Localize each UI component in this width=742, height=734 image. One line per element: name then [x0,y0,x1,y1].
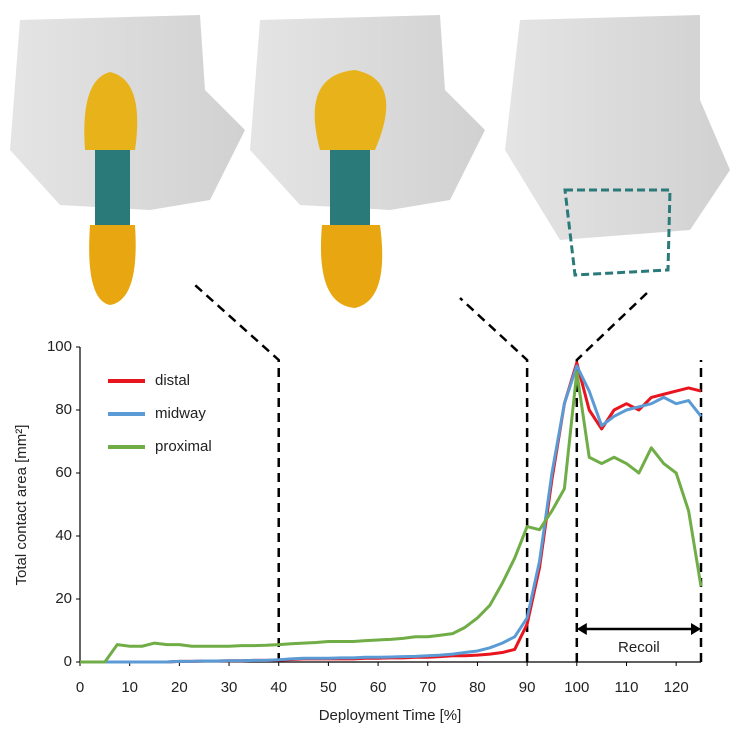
x-tick-label: 50 [320,679,337,696]
x-tick-label: 40 [270,679,287,696]
series-line [80,364,703,664]
y-tick-label: 0 [64,653,72,670]
x-tick-label: 30 [221,679,238,696]
y-tick-label: 20 [55,590,72,607]
y-tick-label: 80 [55,401,72,418]
reference-line [575,291,649,662]
legend-label: proximal [155,438,212,455]
legend-label: distal [155,372,190,389]
illustration-1 [10,15,245,305]
y-tick-label: 60 [55,464,72,481]
x-tick-label: 60 [370,679,387,696]
y-tick-label: 100 [47,338,72,355]
x-tick-label: 90 [519,679,536,696]
reference-line [459,297,529,662]
y-tick-label: 40 [55,527,72,544]
annotation: Recoil [618,639,660,656]
reference-line [194,284,280,662]
x-tick-label: 110 [615,679,639,696]
illustration-2 [250,15,485,308]
series-line [80,370,703,664]
x-tick-label: 120 [664,679,689,696]
illustration-3 [505,15,730,277]
x-tick-label: 10 [121,679,138,696]
x-tick-label: 80 [469,679,486,696]
x-tick-label: 70 [419,679,436,696]
y-axis-label: Total contact area [mm²] [13,425,30,586]
x-axis-label: Deployment Time [%] [319,707,462,724]
x-tick-label: 100 [564,679,589,696]
x-tick-label: 0 [76,679,84,696]
x-tick-label: 20 [171,679,188,696]
legend-label: midway [155,405,206,422]
